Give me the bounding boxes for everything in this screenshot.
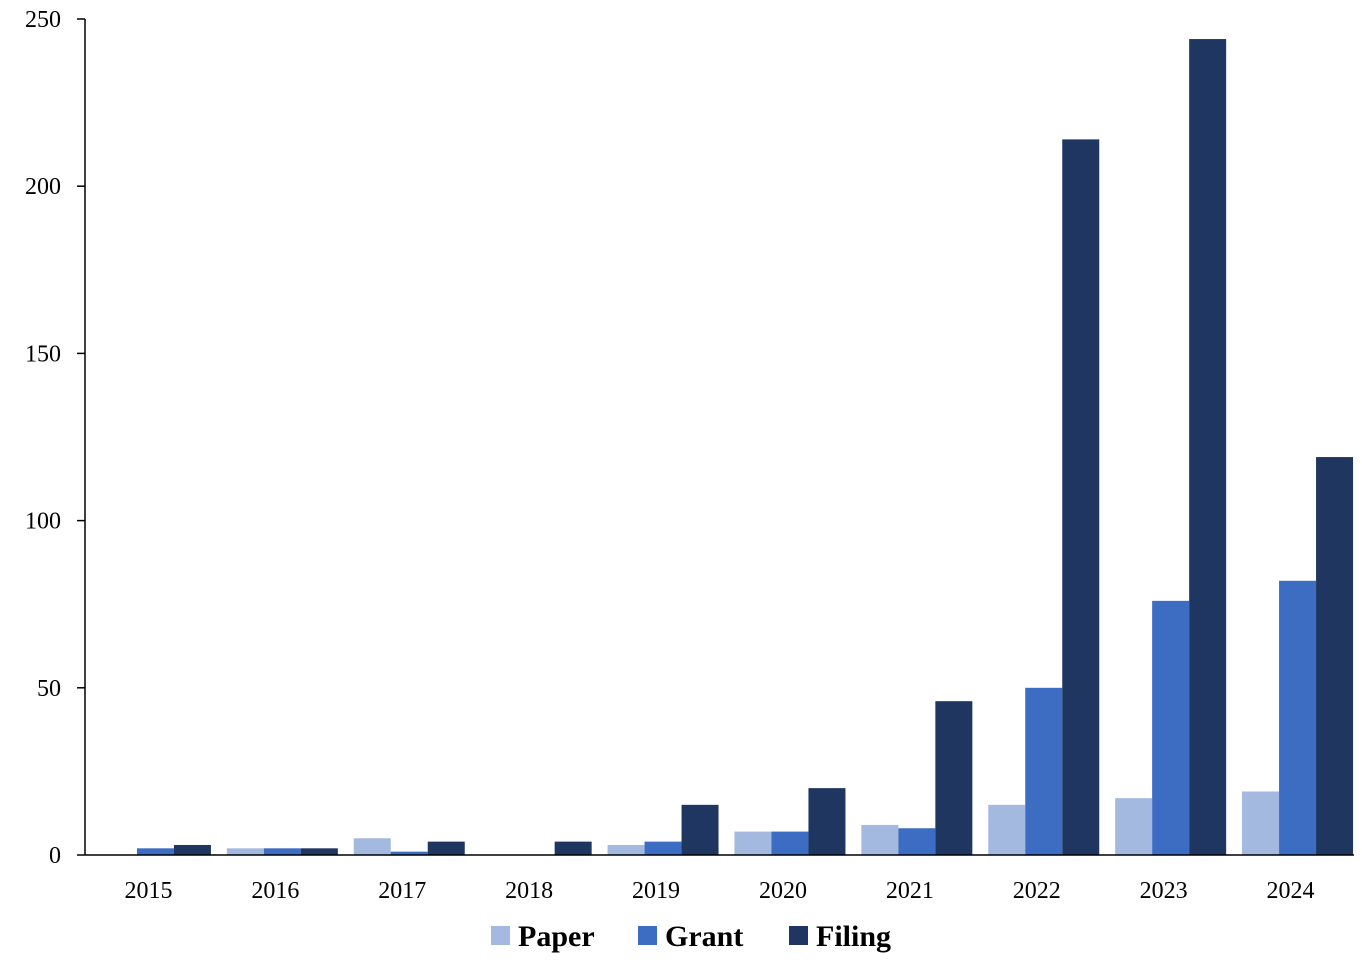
bar-grant-2016: [263, 848, 301, 855]
x-tick-label: 2023: [1140, 878, 1188, 904]
bar-grant-2022: [1025, 687, 1063, 855]
x-tick-label: 2018: [505, 878, 553, 904]
bar-grant-2021: [898, 828, 936, 855]
bar-paper-2017: [353, 838, 391, 855]
legend-swatch-filing: [789, 926, 808, 945]
y-tick-label: 0: [49, 843, 61, 869]
y-tick-label: 50: [37, 676, 61, 702]
bar-paper-2019: [607, 844, 645, 855]
y-tick-label: 250: [25, 7, 61, 33]
bar-grant-2023: [1152, 600, 1190, 855]
bar-paper-2023: [1115, 798, 1153, 855]
x-tick-label: 2021: [886, 878, 934, 904]
bars-group: [136, 39, 1354, 855]
bar-filing-2023: [1189, 39, 1227, 855]
bar-grant-2024: [1279, 580, 1317, 855]
bar-filing-2016: [300, 848, 338, 855]
bar-filing-2024: [1316, 457, 1354, 855]
bar-filing-2018: [554, 841, 592, 855]
x-tick-label: 2019: [632, 878, 680, 904]
bar-filing-2017: [427, 841, 465, 855]
legend: Paper Grant Filing: [491, 920, 891, 953]
bar-filing-2019: [681, 804, 719, 855]
bar-grant-2020: [771, 831, 809, 855]
y-tick-label: 150: [25, 341, 61, 367]
x-axis-ticks: 2015 2016 2017 2018 2019 2020 2021 2022 2023 2024: [124, 878, 1314, 904]
bar-filing-2015: [173, 844, 211, 855]
x-tick-label: 2015: [124, 878, 172, 904]
y-tick-label: 100: [25, 509, 61, 535]
legend-label-filing: Filing: [816, 920, 891, 953]
x-tick-label: 2017: [378, 878, 426, 904]
legend-swatch-grant: [638, 926, 657, 945]
bar-grant-2017: [390, 851, 428, 855]
x-tick-label: 2016: [251, 878, 299, 904]
x-tick-label: 2020: [759, 878, 807, 904]
bar-paper-2016: [226, 848, 264, 855]
legend-label-grant: Grant: [665, 920, 743, 953]
bar-paper-2020: [734, 831, 772, 855]
legend-label-paper: Paper: [518, 920, 595, 953]
legend-swatch-paper: [491, 926, 510, 945]
bar-paper-2024: [1242, 791, 1280, 855]
x-tick-label: 2024: [1267, 878, 1315, 904]
y-axis-ticks: 0 50 100 150 200 250: [25, 7, 85, 869]
bar-filing-2022: [1062, 139, 1100, 855]
bar-filing-2020: [808, 788, 846, 855]
bar-paper-2022: [988, 804, 1026, 855]
bar-filing-2021: [935, 701, 973, 855]
y-tick-label: 200: [25, 174, 61, 200]
bar-paper-2021: [861, 824, 899, 855]
bar-grant-2019: [644, 841, 682, 855]
x-tick-label: 2022: [1013, 878, 1061, 904]
bar-grant-2015: [136, 848, 174, 855]
